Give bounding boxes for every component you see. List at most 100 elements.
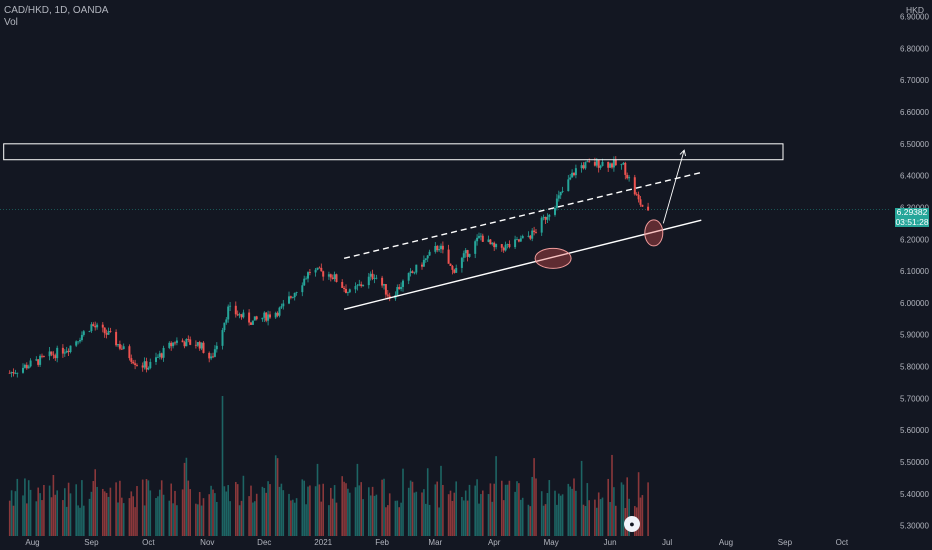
volume-bar (295, 498, 298, 536)
candle-body (360, 284, 363, 287)
candle-body (318, 267, 321, 269)
candle-body (367, 276, 370, 286)
candle-body (519, 238, 522, 242)
volume-bar (322, 483, 324, 536)
candle-body (155, 357, 157, 362)
volume-bar (375, 494, 378, 536)
candle-body (101, 324, 104, 328)
price-tick-label: 5.50000 (900, 458, 929, 467)
volume-bar (121, 497, 123, 536)
candle-body (381, 277, 384, 286)
candle-body (92, 324, 95, 326)
volume-bar (122, 503, 125, 536)
candle-body (609, 163, 612, 168)
volume-bar (620, 482, 623, 536)
price-tick-label: 5.90000 (900, 331, 929, 340)
volume-bar (314, 486, 317, 536)
volume-bar (489, 483, 492, 536)
volume-bar (250, 485, 252, 536)
candle-body (436, 245, 439, 251)
volume-bar (96, 486, 98, 536)
candle-body (301, 285, 304, 293)
time-tick-label: 2021 (314, 538, 332, 547)
volume-bar (290, 500, 292, 536)
candle-body (516, 239, 518, 241)
candle-body (250, 322, 252, 325)
volume-bar (64, 488, 66, 536)
volume-bar (440, 465, 442, 536)
candle-body (331, 277, 334, 280)
candle-body (50, 351, 53, 355)
candle-body (343, 287, 346, 290)
volume-bar (413, 492, 416, 536)
candle-body (105, 333, 108, 335)
time-axis: Aug Sep Oct Nov Dec 2021 Feb Mar Apr May Jun Jul Aug… (25, 538, 849, 547)
drawings[interactable] (3, 143, 784, 310)
candle-body (375, 277, 378, 279)
volume-bar (210, 485, 212, 536)
candle-body (174, 342, 176, 344)
volume-bar (493, 483, 495, 536)
candle-body (624, 162, 627, 175)
candle-body (449, 263, 452, 266)
candle-body (293, 292, 296, 298)
volume-bar (387, 505, 389, 536)
volume-bar (293, 502, 296, 536)
volume-bar (214, 493, 216, 536)
volume-bar (521, 497, 524, 536)
volume-label[interactable]: Vol (4, 17, 18, 28)
volume-bar (94, 469, 96, 536)
candle-body (255, 316, 258, 320)
volume-bar (641, 495, 644, 536)
candle-body (305, 278, 308, 280)
candle-body (132, 361, 135, 364)
candle-body (261, 317, 264, 320)
volume-bar (533, 458, 535, 536)
price-tick-label: 6.30000 (900, 203, 929, 212)
candle-body (411, 271, 414, 273)
candle-body (599, 165, 602, 168)
volume-bar (280, 483, 283, 536)
candle-body (476, 237, 479, 242)
candle-body (198, 342, 201, 349)
candle-body (413, 272, 416, 274)
candle-body (335, 274, 338, 282)
volume-bar (527, 504, 530, 536)
candle-body (434, 245, 437, 252)
tradingview-logo-icon[interactable]: ● (624, 516, 640, 532)
candle-body (557, 195, 560, 199)
candle-body (210, 356, 213, 359)
price-tick-label: 6.90000 (900, 13, 929, 22)
volume-bar (622, 484, 625, 536)
volume-bar (22, 495, 24, 536)
volume-bar (453, 492, 456, 536)
candle-body (628, 177, 631, 179)
volume-bar (637, 472, 640, 536)
price-axis: 6.90000 6.80000 6.70000 6.60000 6.50000 6.400… (900, 13, 929, 531)
candle-body (289, 296, 292, 298)
volume-bar (130, 491, 133, 536)
volume-bar (409, 480, 412, 536)
candle-body (288, 296, 290, 304)
volume-bar (103, 491, 106, 536)
volume-bar (400, 502, 402, 536)
volume-bar (159, 489, 161, 536)
volume-bar (200, 505, 203, 536)
candle-body (546, 216, 549, 220)
currency-label: HKD (906, 5, 924, 15)
price-tick-label: 6.60000 (900, 108, 929, 117)
candle-body (67, 350, 70, 353)
candle-body (185, 338, 188, 347)
time-tick-label: Sep (84, 538, 99, 547)
volume-bar (506, 484, 509, 536)
candle-body (215, 345, 218, 350)
volume-bar (609, 501, 611, 536)
volume-bar (482, 490, 484, 536)
volume-bar (495, 456, 497, 536)
symbol-title[interactable]: CAD/HKD, 1D, OANDA (4, 5, 109, 16)
resistance-zone-box (3, 143, 784, 161)
volume-bar (195, 503, 197, 536)
candle-body (386, 294, 389, 296)
candle-body (462, 253, 465, 258)
